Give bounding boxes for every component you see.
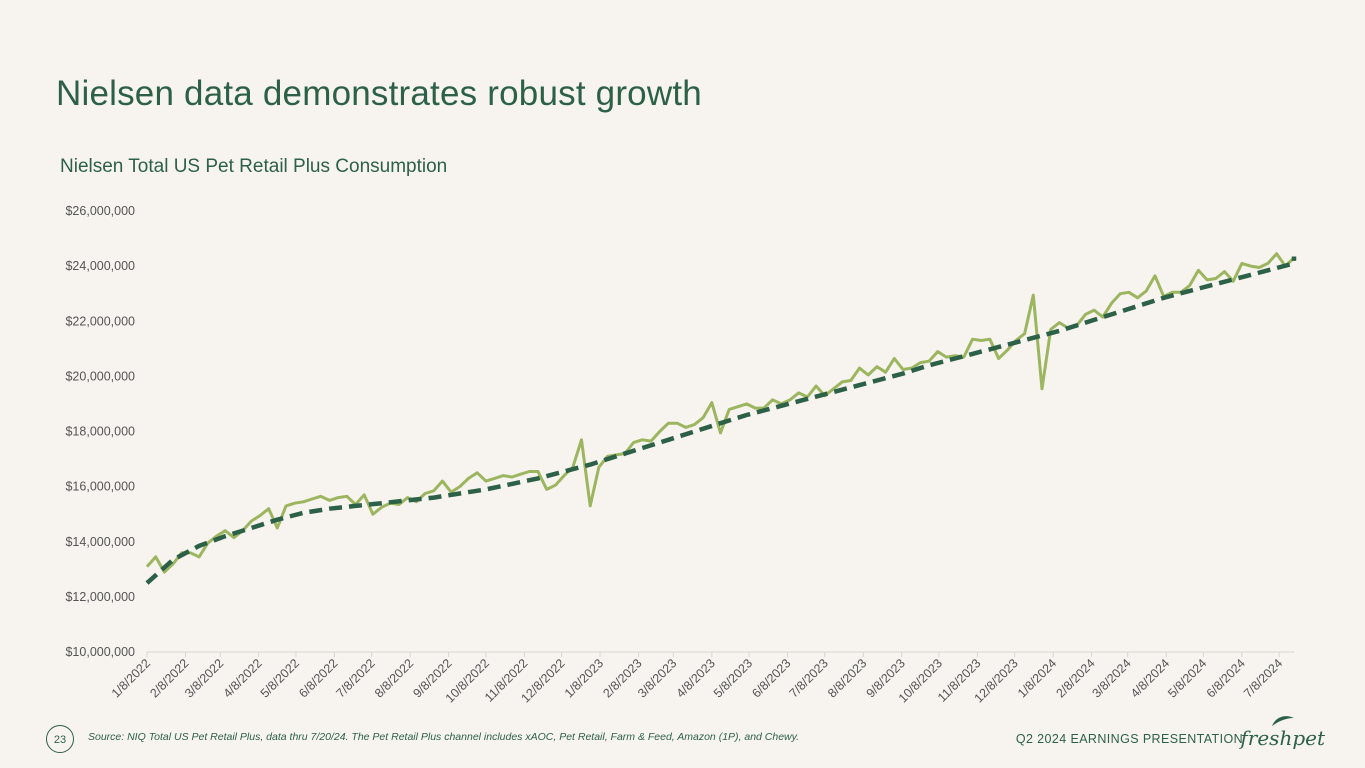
x-tick-label: 1/8/2022 [109,656,153,700]
x-tick-label: 8/8/2023 [825,656,869,700]
x-tick-label: 7/8/2023 [787,656,831,700]
x-tick-label: 3/8/2024 [1089,656,1133,700]
chart-title: Nielsen Total US Pet Retail Plus Consump… [60,156,448,177]
y-tick-label: $18,000,000 [65,425,135,439]
trend-line [145,256,1297,585]
y-tick-label: $22,000,000 [65,314,135,328]
x-axis: 1/8/20222/8/20223/8/20224/8/20225/8/2022… [109,651,1294,705]
logo-leaf-icon [1272,716,1295,726]
y-axis: $10,000,000 $12,000,000 $14,000,000 $16,000… [65,204,135,659]
x-tick-label: 6/8/2022 [296,656,340,700]
x-tick-label: 3/8/2022 [182,656,226,700]
x-tick-label: 1/8/2023 [562,656,606,700]
y-tick-label: $14,000,000 [65,535,135,549]
source-note: Source: NIQ Total US Pet Retail Plus, da… [88,731,800,743]
series-group [145,252,1297,585]
freshpet-logo: freshpet [1240,716,1325,750]
footer-label: Q2 2024 EARNINGS PRESENTATION [1015,732,1243,746]
y-tick-label: $26,000,000 [65,204,135,218]
x-tick-label: 7/8/2024 [1241,656,1285,700]
x-tick-label: 4/8/2024 [1128,656,1172,700]
y-tick-label: $10,000,000 [65,645,135,659]
x-tick-label: 3/8/2023 [635,656,679,700]
x-tick-label: 8/8/2022 [372,656,416,700]
x-tick-label: 5/8/2022 [258,656,302,700]
page-number: 23 [46,725,74,753]
x-tick-label: 6/8/2023 [749,656,793,700]
x-tick-label: 5/8/2023 [711,656,755,700]
y-tick-label: $24,000,000 [65,259,135,273]
x-tick-label: 4/8/2022 [221,656,265,700]
y-tick-label: $16,000,000 [65,480,135,494]
x-tick-label: 2/8/2024 [1053,656,1097,700]
x-tick-label: 1/8/2024 [1015,656,1059,700]
page-title: Nielsen data demonstrates robust growth [56,74,702,113]
x-tick-label: 7/8/2022 [334,656,378,700]
x-tick-label: 4/8/2023 [674,656,718,700]
weekly-consumption-line [145,252,1296,574]
y-tick-label: $20,000,000 [65,369,135,383]
y-tick-label: $12,000,000 [65,590,135,604]
logo-text: freshpet [1240,726,1325,750]
x-tick-label: 5/8/2024 [1165,656,1209,700]
x-tick-label: 6/8/2024 [1204,656,1248,700]
